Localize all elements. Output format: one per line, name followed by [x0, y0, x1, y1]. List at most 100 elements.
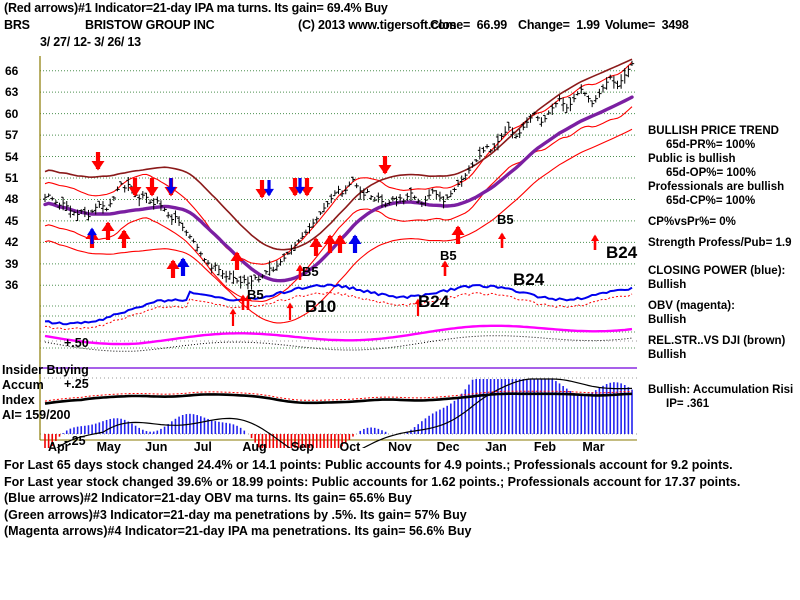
buy-arrow: [348, 234, 362, 253]
volume-readout: Volume= 3498: [605, 18, 689, 32]
footer-line: For Last year stock changed 39.6% or 18.…: [4, 474, 741, 489]
info-line: [648, 369, 800, 376]
price-axis-tick: 54: [5, 149, 19, 164]
info-line: [648, 257, 800, 264]
company-name: BRISTOW GROUP INC: [85, 18, 215, 32]
signal-label-b5: B5: [302, 264, 319, 279]
signal-label-b5: B5: [440, 248, 457, 263]
info-line: [648, 376, 800, 383]
info-line: Bullish: [648, 349, 687, 361]
buy-arrow: [101, 221, 115, 240]
sell-arrow: [91, 152, 105, 171]
footer-line: (Green arrows)#3 Indicator=21-day ma pen…: [4, 507, 467, 522]
accum-label: Accum: [2, 378, 44, 392]
price-axis-tick: 63: [5, 85, 19, 100]
info-line: REL.STR..VS DJI (brown): [648, 335, 786, 347]
signal-arrows-layer: [85, 152, 600, 326]
signal-label-b24: B24: [513, 270, 545, 289]
price-axis-tick: 57: [5, 128, 19, 143]
buy-arrow: [229, 308, 237, 326]
buy-arrow: [497, 232, 507, 248]
date-range: 3/ 27/ 12- 3/ 26/ 13: [40, 35, 141, 49]
info-line: Bullish: Accumulation Risi: [648, 384, 794, 396]
price-axis-tick: 51: [5, 171, 19, 185]
info-line: OBV (magenta):: [648, 300, 735, 312]
month-tick-aug: Aug: [242, 440, 267, 454]
buy-arrow: [166, 259, 180, 278]
month-tick-nov: Nov: [388, 440, 412, 454]
buy-arrow: [295, 264, 305, 280]
month-tick-jul: Jul: [193, 440, 212, 454]
signal-label-b5: B5: [247, 287, 264, 302]
price-chart-canvas: [39, 56, 637, 448]
price-axis-tick: 66: [5, 63, 19, 78]
sell-arrow: [255, 180, 269, 199]
month-tick-sep: Sep: [290, 440, 314, 454]
buy-arrow: [440, 260, 450, 276]
buy-arrow: [333, 234, 347, 253]
signal-label-b10: B10: [305, 297, 337, 316]
info-line: [648, 250, 800, 257]
insider-buying-label: Insider Buying: [2, 363, 89, 377]
info-line: IP= .361: [666, 398, 710, 410]
gridlines-layer: [39, 56, 637, 441]
info-line: [648, 208, 800, 215]
footer-line: For Last 65 days stock changed 24.4% or …: [4, 458, 733, 472]
accumulation-index-histogram: [40, 367, 637, 448]
sell-arrow: [128, 178, 142, 197]
buy-arrow: [590, 234, 600, 250]
copyright-notice: (C) 2013 www.tigersoft.com: [298, 18, 457, 32]
month-tick-jan: Jan: [485, 440, 507, 454]
month-tick-oct: Oct: [339, 440, 361, 454]
ai-value: AI= 159/200: [2, 408, 71, 422]
info-line: Bullish: [648, 314, 687, 326]
info-line: Professionals are bullish: [648, 181, 785, 193]
close-price-readout: Close= 66.99: [430, 18, 507, 32]
info-line: 65d-PR%= 100%: [666, 139, 756, 151]
month-tick-dec: Dec: [436, 440, 460, 454]
closing-power-line: [44, 283, 633, 331]
sell-arrow: [145, 178, 159, 197]
indicator-1-caption: (Red arrows)#1 Indicator=21-day IPA ma t…: [4, 1, 388, 15]
buy-arrow: [451, 225, 465, 244]
info-line: CLOSING POWER (blue):: [648, 265, 786, 277]
signal-label-b24: B24: [418, 292, 450, 311]
sell-arrow: [264, 180, 274, 197]
info-line: Public is bullish: [648, 153, 736, 165]
ai-scale-minus25: -.25: [64, 434, 86, 448]
info-line: 65d-OP%= 100%: [666, 167, 756, 179]
ohlc-price-bars: [43, 60, 635, 290]
ai-scale-plus50: +.50: [64, 336, 89, 350]
price-axis-tick: 42: [5, 235, 19, 250]
index-label: Index: [2, 393, 35, 407]
signal-label-b24: B24: [606, 243, 638, 262]
ai-scale-plus25: +.25: [64, 377, 89, 391]
obv-line: [44, 324, 633, 352]
month-tick-jun: Jun: [145, 440, 168, 454]
info-line: [648, 292, 800, 299]
price-axis-tick: 36: [5, 278, 19, 293]
buy-arrow: [309, 237, 323, 256]
buy-arrow: [243, 294, 253, 310]
month-tick-feb: Feb: [533, 440, 557, 454]
price-axis-tick: 48: [5, 192, 19, 207]
info-line: [648, 362, 800, 369]
sell-arrow: [166, 178, 176, 195]
buy-arrow: [323, 234, 337, 253]
month-tick-may: May: [96, 440, 121, 454]
change-readout: Change= 1.99: [518, 18, 600, 32]
buy-arrow: [286, 302, 294, 320]
buy-arrow: [176, 257, 190, 276]
footer-line: (Magenta arrows)#4 Indicator=21-day IPA …: [4, 524, 472, 538]
info-line: Strength Profess/Pub= 1.9: [648, 237, 792, 249]
buy-arrow: [230, 251, 244, 270]
info-line: 65d-CP%= 100%: [666, 195, 756, 207]
footer-line: (Blue arrows)#2 Indicator=21-day OBV ma …: [4, 491, 412, 505]
footer-statistics: For Last 65 days stock changed 24.4% or …: [0, 457, 800, 540]
signal-label-b5: B5: [497, 212, 514, 227]
sell-arrow: [295, 178, 305, 195]
price-axis-tick: 60: [5, 106, 19, 121]
analysis-info-panel: BULLISH PRICE TREND 65d-PR%= 100% Public i…: [648, 124, 800, 411]
ticker-symbol: BRS: [4, 18, 30, 32]
